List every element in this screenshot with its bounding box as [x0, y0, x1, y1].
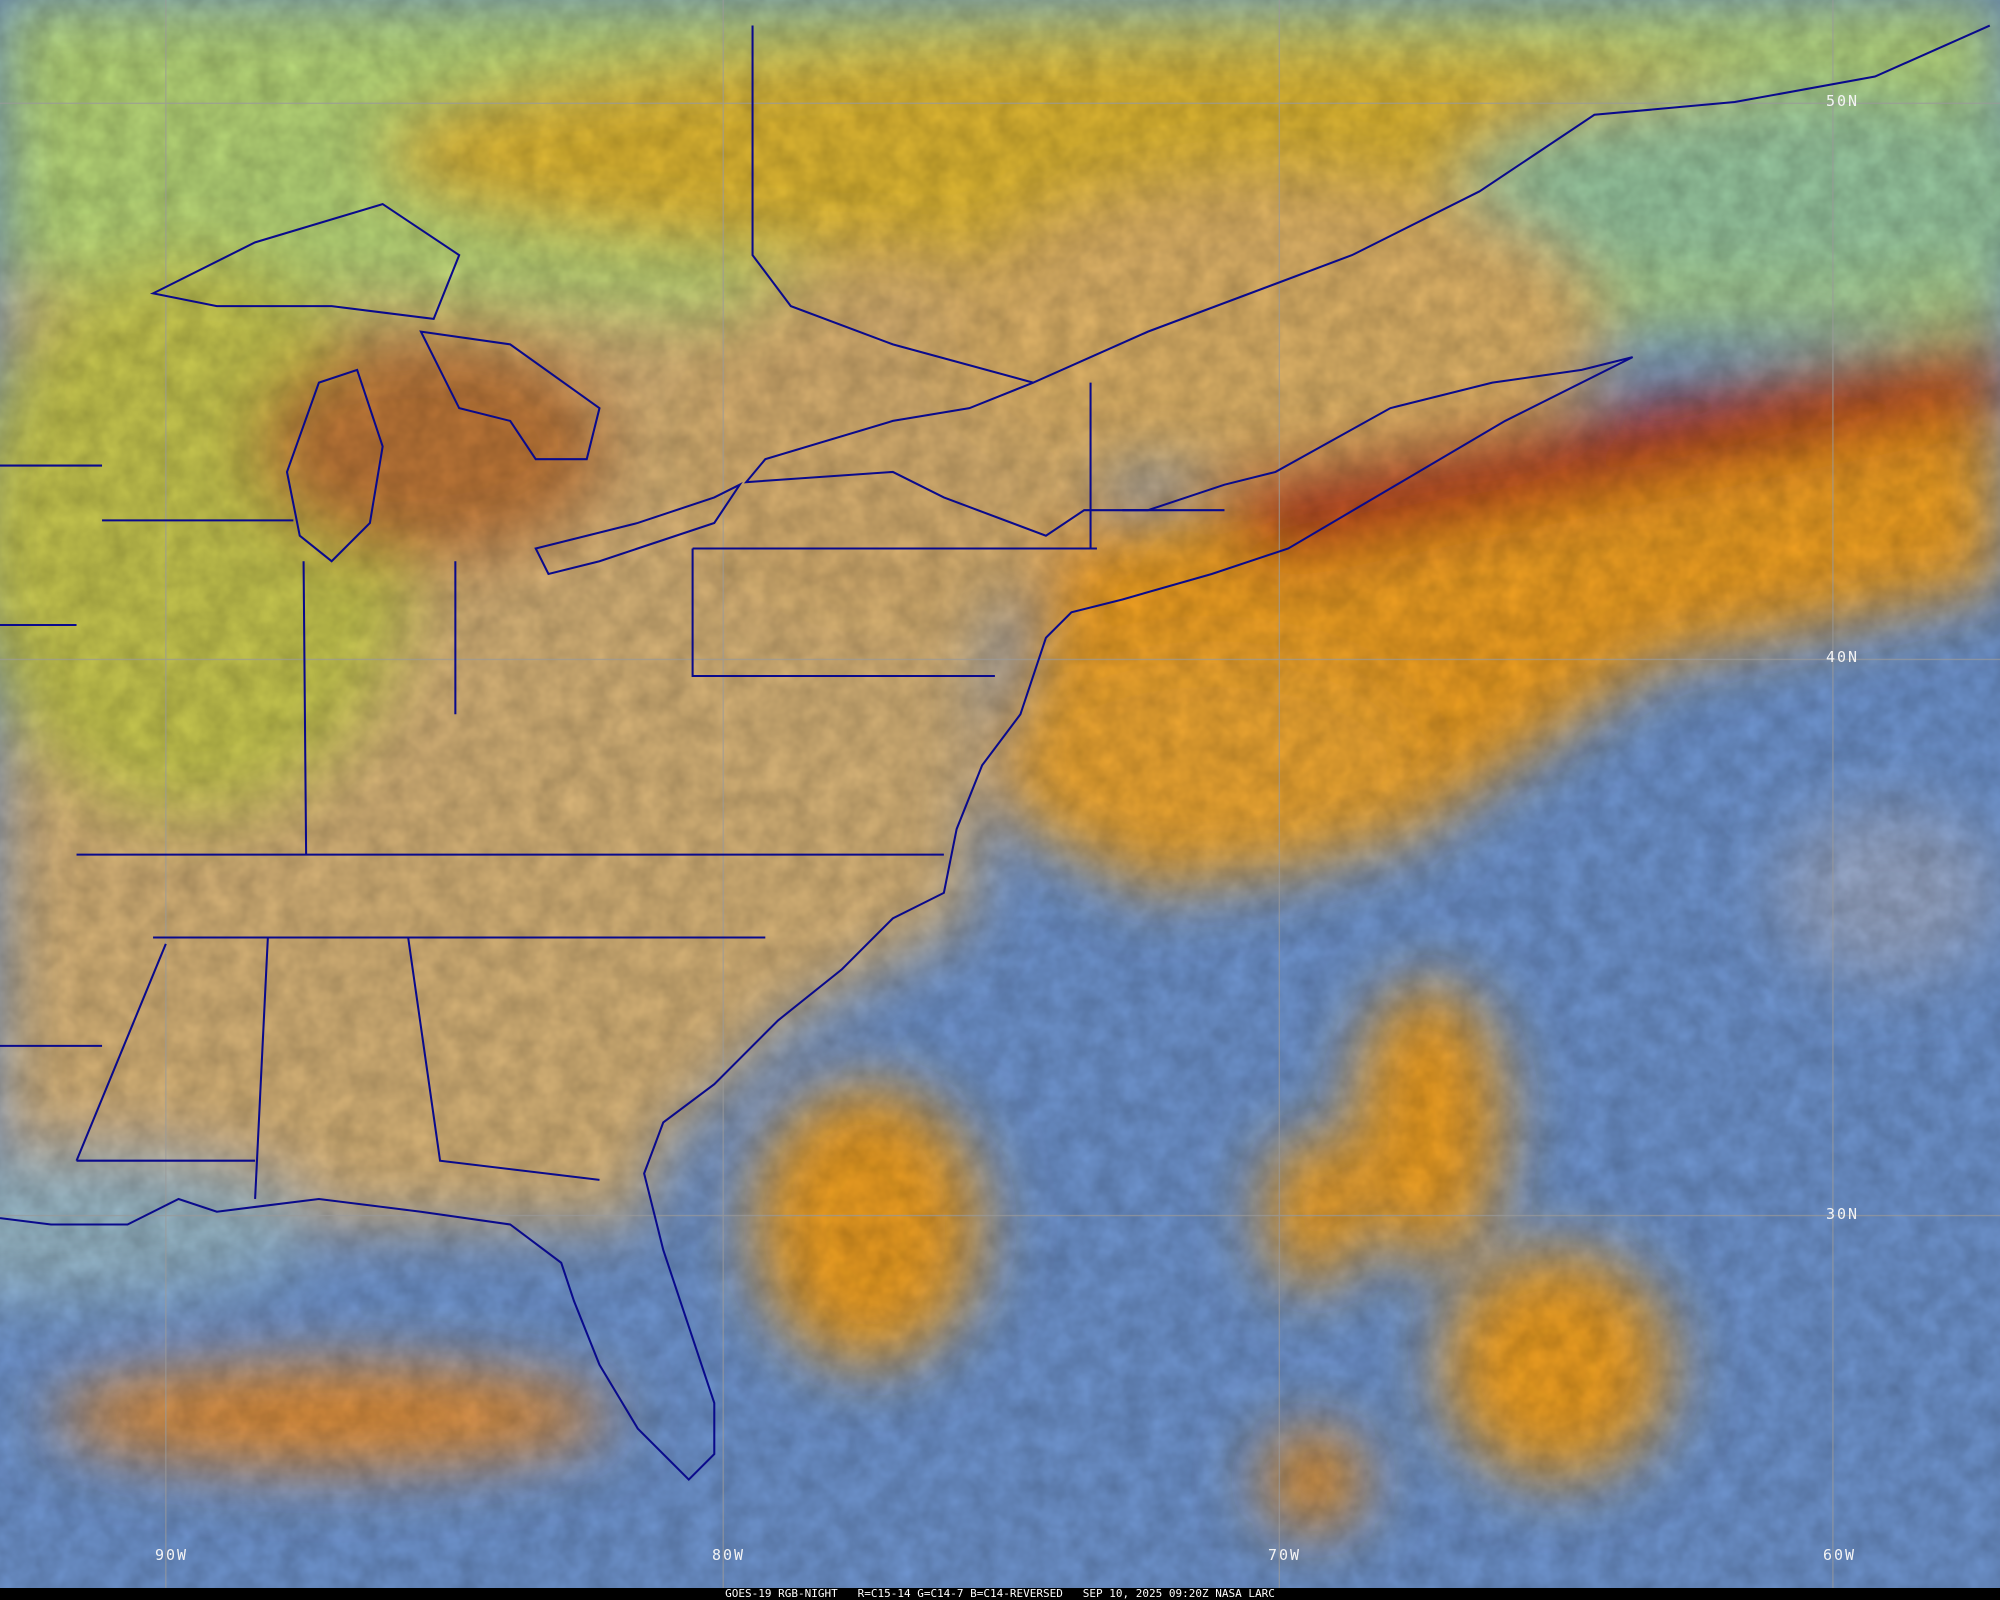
lake-erie [534, 482, 743, 576]
lake-huron [419, 330, 601, 461]
caption-channels: R=C15-14 G=C14-7 B=C14-REVERSED [857, 1587, 1063, 1600]
image-caption-bar: GOES-19 RGB-NIGHT R=C15-14 G=C14-7 B=C14… [0, 1588, 2000, 1600]
lake-michigan [285, 368, 384, 563]
east-coastline [0, 24, 1991, 1482]
lon-label-60w: 60W [1823, 1546, 1857, 1564]
lat-label-50n: 50N [1826, 92, 1860, 110]
caption-satellite: GOES-19 RGB-NIGHT [725, 1587, 838, 1600]
state-lines [0, 382, 1225, 1200]
lon-label-90w: 90W [155, 1546, 189, 1564]
political-boundaries [0, 24, 1991, 1482]
lake-superior [149, 202, 461, 320]
caption-source: NASA LARC [1215, 1587, 1275, 1600]
lon-label-80w: 80W [712, 1546, 746, 1564]
canada-us-border [751, 25, 1034, 384]
lat-label-30n: 30N [1826, 1205, 1860, 1223]
lon-label-70w: 70W [1268, 1546, 1302, 1564]
caption-timestamp: SEP 10, 2025 09:20Z [1082, 1587, 1209, 1600]
lat-label-40n: 40N [1826, 648, 1860, 666]
